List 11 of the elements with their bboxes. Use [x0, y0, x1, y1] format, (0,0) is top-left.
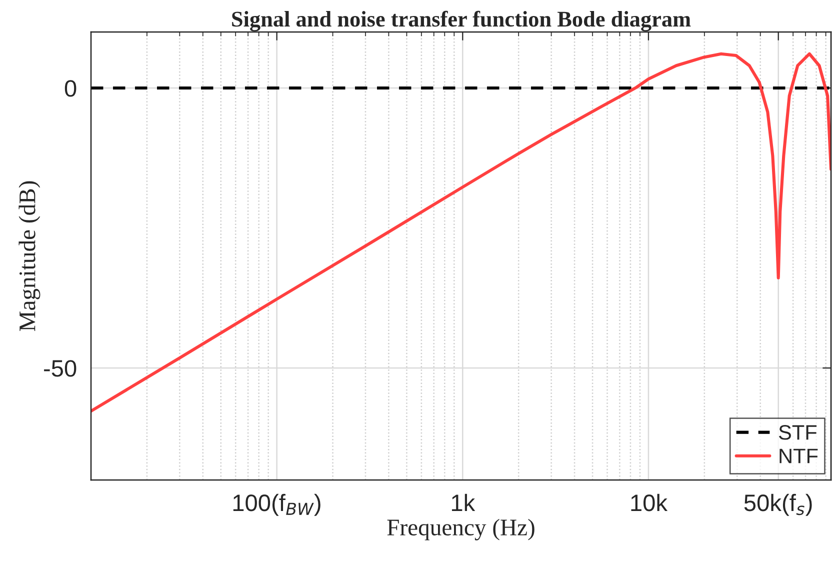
y-tick-label: 0 [64, 80, 76, 97]
y-tick-label: -50 [44, 360, 76, 377]
x-axis-title: Frequency (Hz) [387, 518, 534, 540]
legend-label: STF [778, 425, 817, 440]
x-tick-label: 50k(f$_{s}$) [744, 494, 812, 516]
legend-label: NTF [780, 448, 818, 464]
x-tick-label: 1k [452, 494, 476, 511]
y-axis-title: Magnitude (dB) [18, 181, 40, 332]
x-tick-label: 100(f$_{BW}$) [233, 494, 320, 516]
chart-title: Signal and noise transfer function Bode diagram [232, 10, 691, 32]
x-tick-label: 10k [631, 494, 668, 512]
